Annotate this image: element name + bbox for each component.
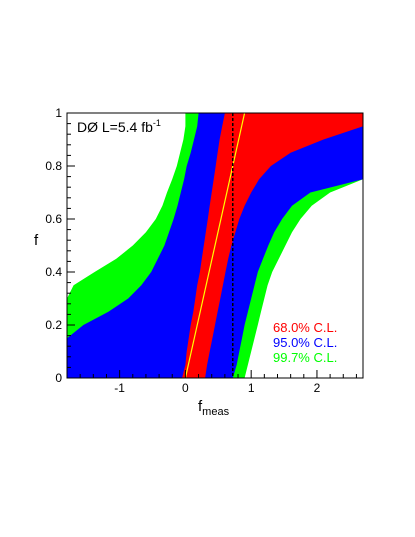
experiment-label: DØ L=5.4 fb-1	[77, 118, 161, 135]
x-tick-label: -1	[114, 381, 125, 395]
y-tick-label: 0.8	[45, 159, 62, 173]
x-axis-title-subscript: meas	[202, 406, 229, 418]
central-line	[184, 112, 246, 379]
x-tick-label: 0	[182, 381, 189, 395]
plot-frame	[66, 112, 364, 379]
x-axis-title-main: f	[198, 398, 203, 415]
y-tick-label: 1	[55, 106, 62, 120]
plot-area	[67, 112, 363, 379]
legend: 68.0% C.L. 95.0% C.L. 99.7% C.L.	[273, 320, 337, 365]
y-tick-label: 0	[55, 371, 62, 385]
plot-border	[66, 112, 364, 379]
experiment-label-exponent: -1	[153, 118, 161, 128]
y-tick-label: 0.4	[45, 265, 62, 279]
x-tick-label: 1	[248, 381, 255, 395]
band-68-0-c-l-	[182, 113, 363, 378]
y-tick-label: 0.6	[45, 212, 62, 226]
legend-entry-68: 68.0% C.L.	[273, 320, 337, 335]
y-tick-label: 0.2	[45, 318, 62, 332]
legend-entry-997: 99.7% C.L.	[273, 350, 337, 365]
x-axis-title: fmeas	[198, 398, 230, 418]
legend-entry-95: 95.0% C.L.	[273, 335, 337, 350]
experiment-label-text: DØ L=5.4 fb	[77, 119, 153, 135]
x-tick-label: 2	[314, 381, 321, 395]
y-axis-title: f	[34, 232, 39, 249]
axis-ticks: -1 0 1 2 0 0.2 0.4 0.6 0.8 1	[45, 106, 357, 395]
